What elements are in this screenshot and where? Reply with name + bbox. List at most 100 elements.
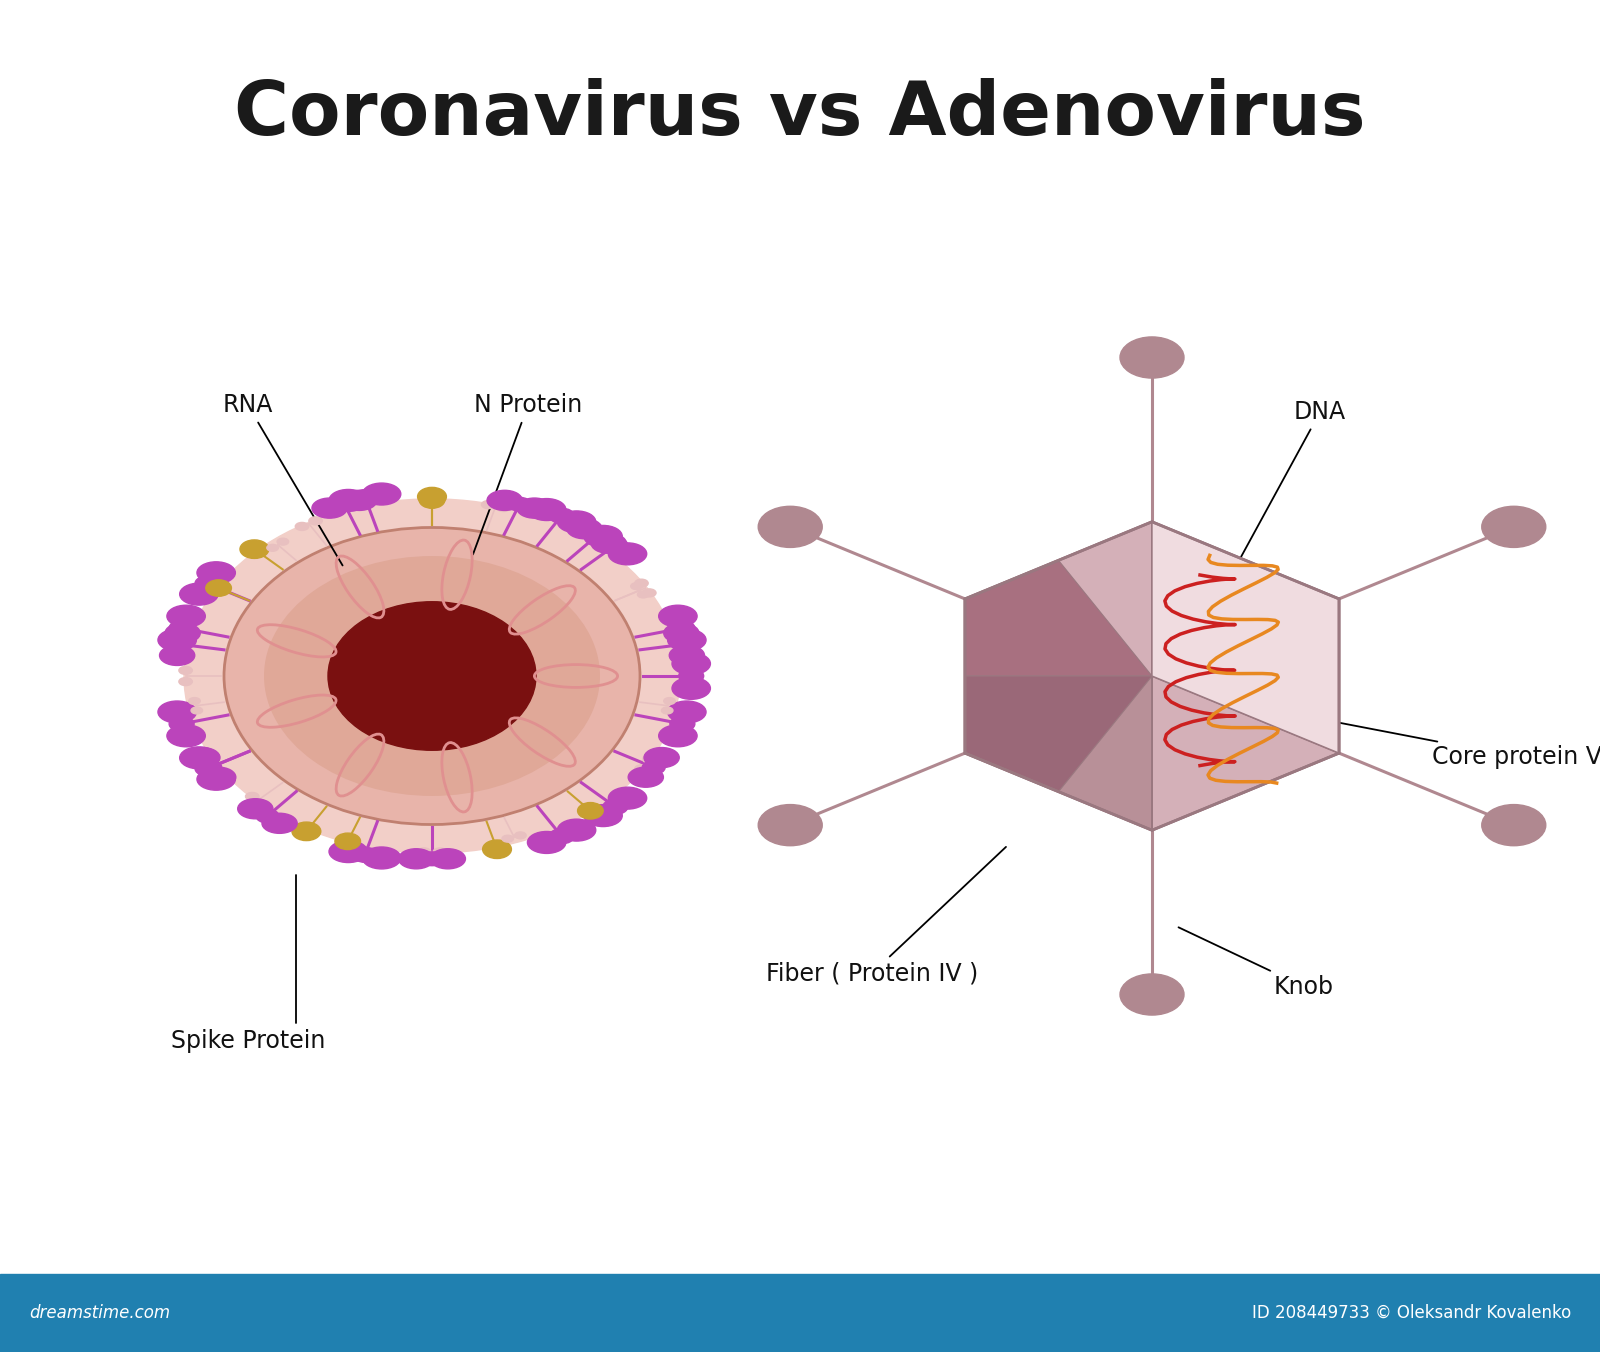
Ellipse shape [419, 492, 445, 508]
Ellipse shape [262, 814, 298, 833]
Ellipse shape [179, 746, 218, 769]
Ellipse shape [342, 491, 378, 511]
Ellipse shape [659, 725, 698, 746]
Ellipse shape [670, 621, 694, 635]
Ellipse shape [630, 583, 642, 589]
Ellipse shape [509, 498, 531, 511]
Polygon shape [1152, 676, 1339, 830]
Ellipse shape [264, 556, 600, 796]
Ellipse shape [267, 545, 278, 552]
Ellipse shape [256, 800, 270, 808]
Ellipse shape [664, 623, 699, 644]
Ellipse shape [256, 808, 278, 823]
Ellipse shape [179, 677, 192, 685]
Ellipse shape [418, 848, 430, 856]
Ellipse shape [661, 707, 674, 714]
Ellipse shape [312, 498, 347, 518]
Ellipse shape [179, 583, 218, 606]
Ellipse shape [195, 761, 221, 776]
Ellipse shape [434, 848, 446, 856]
Ellipse shape [189, 698, 200, 704]
Ellipse shape [158, 629, 197, 650]
Ellipse shape [672, 637, 696, 652]
Ellipse shape [179, 667, 192, 675]
Ellipse shape [637, 591, 650, 598]
Ellipse shape [528, 831, 566, 853]
Text: Spike Protein: Spike Protein [171, 875, 325, 1053]
Ellipse shape [168, 637, 192, 652]
Ellipse shape [664, 698, 675, 704]
Ellipse shape [328, 602, 536, 750]
Ellipse shape [166, 606, 205, 627]
Ellipse shape [608, 787, 646, 808]
Ellipse shape [578, 803, 603, 819]
Ellipse shape [584, 804, 622, 826]
Text: DNA: DNA [1226, 400, 1346, 585]
Ellipse shape [659, 606, 698, 627]
Ellipse shape [352, 848, 378, 863]
Ellipse shape [170, 621, 194, 635]
Ellipse shape [486, 491, 522, 511]
Ellipse shape [672, 653, 710, 675]
Ellipse shape [482, 500, 494, 508]
Polygon shape [1152, 522, 1339, 676]
Ellipse shape [566, 519, 602, 538]
Ellipse shape [586, 529, 608, 544]
Ellipse shape [296, 522, 309, 530]
Text: Coronavirus vs Adenovirus: Coronavirus vs Adenovirus [234, 78, 1366, 151]
Ellipse shape [672, 677, 710, 699]
Ellipse shape [758, 506, 822, 548]
Ellipse shape [352, 489, 378, 504]
Polygon shape [1152, 560, 1339, 676]
Text: Core protein V: Core protein V [1275, 710, 1600, 769]
Ellipse shape [515, 831, 526, 838]
Ellipse shape [670, 717, 694, 731]
Ellipse shape [166, 725, 205, 746]
Ellipse shape [629, 767, 664, 787]
Ellipse shape [643, 756, 656, 763]
Ellipse shape [483, 840, 512, 859]
Ellipse shape [603, 799, 627, 814]
Ellipse shape [1120, 337, 1184, 379]
Ellipse shape [528, 499, 566, 521]
Ellipse shape [277, 538, 288, 545]
Ellipse shape [603, 538, 627, 553]
Ellipse shape [549, 508, 574, 523]
Ellipse shape [549, 829, 574, 844]
Text: N Protein: N Protein [474, 393, 582, 554]
Ellipse shape [502, 836, 514, 842]
Ellipse shape [678, 668, 704, 684]
Ellipse shape [206, 580, 232, 596]
Ellipse shape [421, 852, 443, 865]
Ellipse shape [430, 849, 466, 869]
Ellipse shape [496, 503, 510, 511]
Ellipse shape [291, 822, 320, 841]
Ellipse shape [608, 544, 646, 565]
Ellipse shape [669, 645, 704, 665]
Polygon shape [1152, 599, 1339, 753]
Ellipse shape [517, 498, 552, 518]
Ellipse shape [190, 707, 203, 714]
Ellipse shape [240, 539, 269, 558]
Ellipse shape [200, 767, 235, 787]
Ellipse shape [645, 748, 680, 768]
Ellipse shape [418, 487, 446, 506]
Ellipse shape [1482, 506, 1546, 548]
Ellipse shape [184, 499, 680, 853]
Ellipse shape [184, 748, 219, 768]
Ellipse shape [363, 483, 402, 506]
Ellipse shape [330, 841, 368, 863]
Ellipse shape [330, 489, 368, 511]
Text: Fiber ( Protein IV ): Fiber ( Protein IV ) [766, 846, 1006, 986]
Bar [0, 1274, 1600, 1352]
Ellipse shape [333, 498, 355, 511]
Text: RNA: RNA [222, 393, 342, 565]
Ellipse shape [1482, 804, 1546, 846]
Ellipse shape [170, 717, 194, 731]
Ellipse shape [158, 702, 197, 723]
Ellipse shape [667, 702, 706, 723]
Ellipse shape [667, 629, 706, 650]
Ellipse shape [197, 768, 235, 790]
Ellipse shape [195, 576, 221, 591]
Ellipse shape [245, 792, 259, 800]
